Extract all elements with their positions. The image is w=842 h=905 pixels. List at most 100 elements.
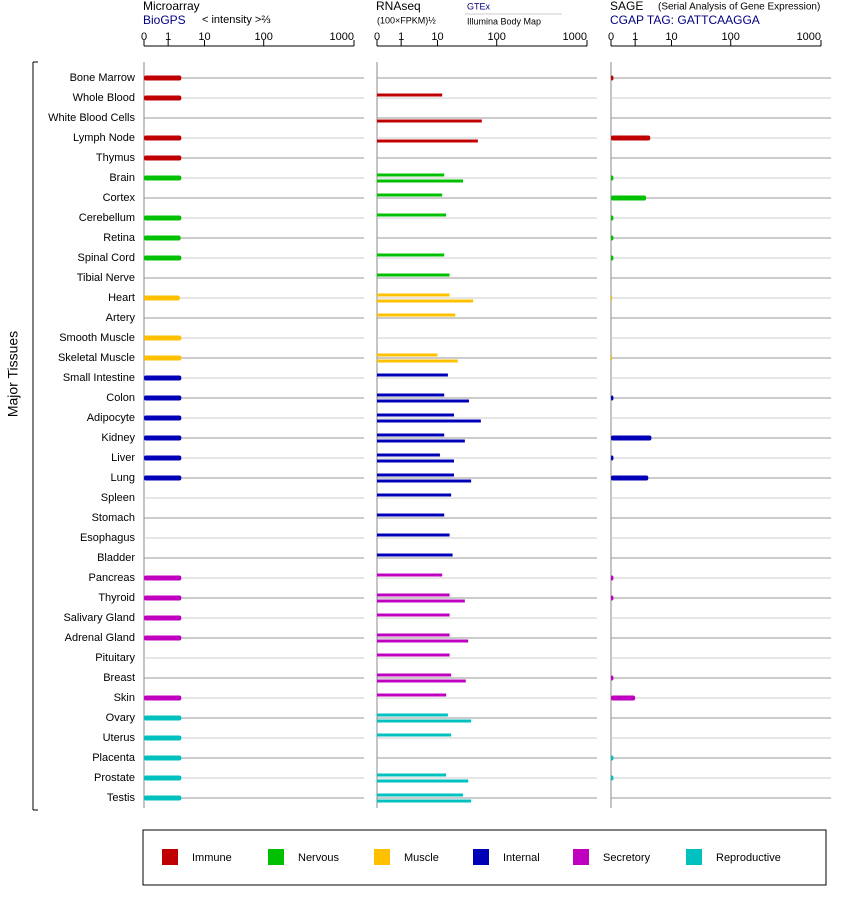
category-label: Whole Blood	[73, 92, 135, 104]
bar	[377, 593, 450, 597]
bar	[611, 775, 614, 781]
category-label: Smooth Muscle	[59, 332, 135, 344]
bar	[144, 135, 182, 141]
bar	[611, 135, 651, 141]
panel-note: (Serial Analysis of Gene Expression)	[658, 2, 820, 13]
category-label: Testis	[107, 792, 136, 804]
bar	[611, 395, 614, 401]
bar	[144, 155, 182, 161]
bar	[377, 293, 450, 297]
legend-label: Reproductive	[716, 852, 781, 864]
category-label: Spleen	[101, 492, 135, 504]
category-label: Kidney	[101, 432, 135, 444]
x-tick-label: 1000	[797, 31, 821, 43]
bar	[144, 255, 182, 261]
bar	[611, 695, 636, 701]
legend-box	[142, 829, 827, 886]
category-label: Adipocyte	[87, 412, 135, 424]
bar	[377, 599, 465, 603]
bar	[377, 459, 454, 463]
bar	[144, 735, 182, 741]
group-label: Major Tissues	[5, 331, 21, 417]
x-tick-label: 0	[374, 31, 380, 43]
bar	[377, 719, 472, 723]
bar	[611, 755, 614, 761]
category-label: Skin	[114, 692, 135, 704]
bar	[377, 679, 466, 683]
legend-label: Internal	[503, 852, 540, 864]
bar	[377, 673, 452, 677]
legend-swatch	[686, 849, 702, 865]
bar	[377, 173, 445, 177]
category-label: Liver	[111, 452, 135, 464]
bar	[377, 639, 469, 643]
bar	[611, 215, 614, 221]
bar	[377, 773, 447, 777]
legend-label: Muscle	[404, 852, 439, 864]
category-label: Ovary	[106, 712, 136, 724]
category-label: Salivary Gland	[63, 612, 135, 624]
bar	[144, 755, 182, 761]
x-tick-label: 1	[632, 31, 638, 43]
x-tick-label: 10	[431, 31, 443, 43]
category-label: Colon	[106, 392, 135, 404]
bar	[377, 193, 443, 197]
legend-label: Immune	[192, 852, 232, 864]
bar	[144, 175, 182, 181]
bar	[611, 575, 614, 581]
bar	[144, 335, 182, 341]
category-label: Thyroid	[98, 592, 135, 604]
legend-label: Nervous	[298, 852, 339, 864]
category-label: Placenta	[92, 752, 136, 764]
bar	[377, 513, 445, 517]
category-label: Artery	[106, 312, 136, 324]
bar	[377, 313, 456, 317]
category-label: Bladder	[97, 552, 135, 564]
x-tick-label: 1000	[563, 31, 587, 43]
bar	[377, 179, 464, 183]
legend-swatch	[162, 849, 178, 865]
bar	[377, 733, 452, 737]
bar	[144, 575, 182, 581]
bar	[377, 373, 448, 377]
bar	[377, 653, 450, 657]
x-tick-label: 10	[665, 31, 677, 43]
series-label: Illumina Body Map	[467, 16, 541, 26]
bar	[611, 475, 649, 481]
bar	[611, 255, 614, 261]
bar	[144, 75, 182, 81]
category-label: Cortex	[103, 192, 136, 204]
bar	[377, 359, 458, 363]
bar	[144, 715, 182, 721]
bar	[377, 693, 447, 697]
bar	[377, 493, 452, 497]
bar	[144, 395, 182, 401]
category-label: Retina	[103, 232, 136, 244]
axis-label: < intensity >⅔	[202, 14, 271, 26]
category-label: Prostate	[94, 772, 135, 784]
x-tick-label: 1000	[330, 31, 354, 43]
bar	[611, 295, 613, 301]
bar	[377, 413, 454, 417]
bar	[144, 295, 180, 301]
bar	[144, 455, 182, 461]
bar	[611, 75, 614, 81]
category-label: Small Intestine	[63, 372, 135, 384]
bar	[377, 439, 465, 443]
category-label: Thymus	[96, 152, 136, 164]
bar	[144, 95, 182, 101]
x-tick-label: 10	[198, 31, 210, 43]
bar	[144, 475, 182, 481]
bar	[377, 299, 474, 303]
x-tick-label: 1	[165, 31, 171, 43]
bar	[377, 533, 450, 537]
bar	[377, 473, 454, 477]
bar	[377, 393, 445, 397]
bar	[377, 433, 445, 437]
bar	[377, 419, 481, 423]
category-label: Esophagus	[80, 532, 136, 544]
bar	[144, 775, 182, 781]
category-label: Spinal Cord	[78, 252, 135, 264]
bar	[377, 713, 448, 717]
